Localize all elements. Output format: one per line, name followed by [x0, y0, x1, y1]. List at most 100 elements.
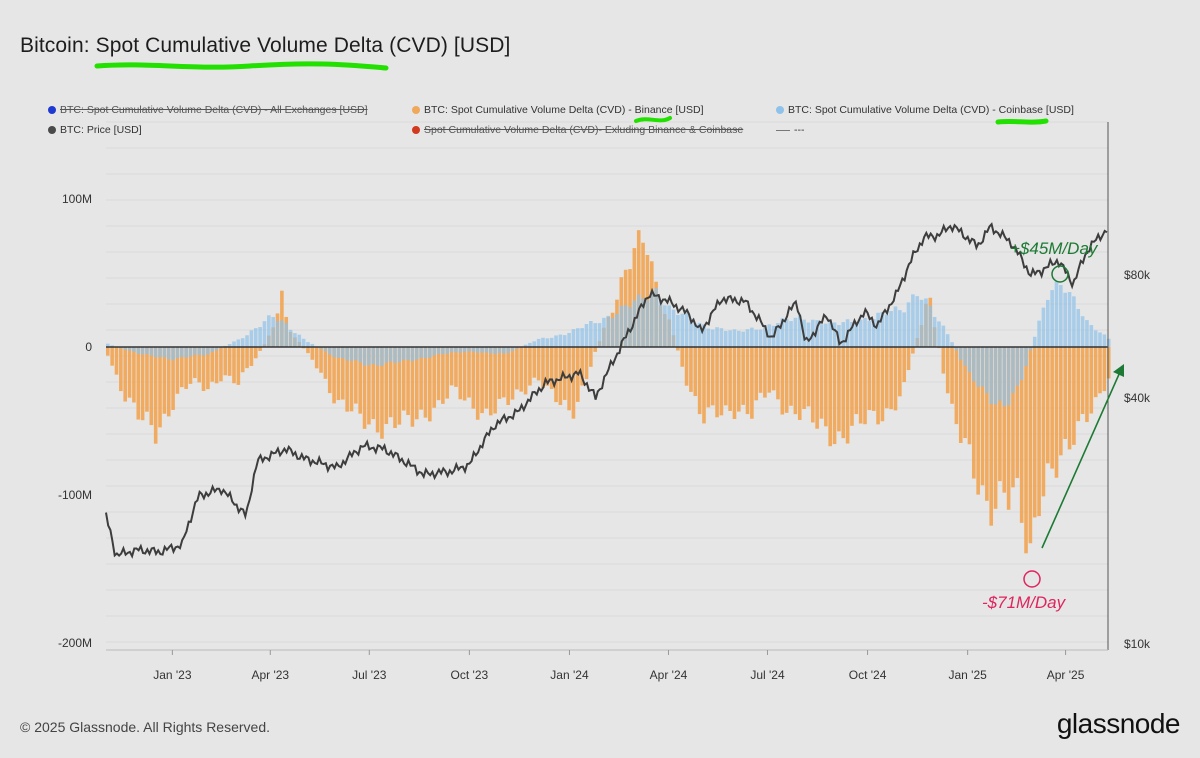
- binance-bar: [680, 347, 685, 367]
- binance-bar: [419, 347, 423, 410]
- coinbase-underline-highlight: [995, 118, 1049, 125]
- legend-item-price[interactable]: BTC: Price [USD]: [48, 124, 142, 136]
- coinbase-bar: [179, 347, 184, 357]
- binance-bar: [950, 347, 954, 404]
- coinbase-bar: [623, 305, 628, 347]
- binance-bar: [732, 347, 737, 420]
- binance-bar: [802, 347, 806, 410]
- coinbase-bar: [554, 335, 558, 347]
- binance-bar: [166, 347, 171, 417]
- coinbase-bar: [423, 347, 428, 359]
- legend-item-dash[interactable]: ---: [776, 124, 805, 136]
- coinbase-bar: [327, 347, 332, 355]
- coinbase-bar: [458, 347, 463, 353]
- binance-bar: [589, 347, 593, 367]
- coinbase-bar: [515, 347, 519, 349]
- legend-dot: [776, 106, 784, 114]
- coinbase-bar: [954, 347, 959, 351]
- binance-bar: [632, 248, 637, 347]
- coinbase-bar: [1054, 280, 1059, 347]
- binance-bar: [358, 347, 363, 414]
- coinbase-bar: [789, 321, 793, 347]
- chart-title: Bitcoin: Spot Cumulative Volume Delta (C…: [20, 34, 511, 57]
- binance-bar: [697, 347, 702, 415]
- coinbase-bar: [201, 347, 206, 356]
- coinbase-bar: [937, 321, 941, 347]
- binance-bar: [824, 347, 828, 427]
- coinbase-bar: [1015, 347, 1020, 386]
- legend-item-coinbase[interactable]: BTC: Spot Cumulative Volume Delta (CVD) …: [776, 104, 1074, 116]
- x-tick-label: Jul '23: [352, 668, 387, 682]
- coinbase-bar: [728, 330, 732, 347]
- legend-dot: [48, 106, 56, 114]
- coinbase-bar: [510, 347, 515, 351]
- binance-bar: [375, 347, 380, 433]
- legend-dot: [412, 106, 420, 114]
- binance-bar: [227, 347, 232, 376]
- coinbase-bar: [175, 347, 180, 359]
- coinbase-bar: [436, 347, 441, 354]
- coinbase-bar: [1037, 320, 1041, 347]
- coinbase-bar: [249, 330, 254, 347]
- coinbase-bar: [414, 347, 419, 360]
- legend-item-excluding[interactable]: Spot Cumulative Volume Delta (CVD)- Exlu…: [412, 124, 743, 136]
- coinbase-bar: [732, 329, 737, 347]
- coinbase-bar: [737, 330, 741, 347]
- binance-bar: [506, 347, 510, 406]
- binance-bar: [149, 347, 154, 426]
- coinbase-bar: [1072, 296, 1076, 347]
- coinbase-bar: [227, 344, 232, 347]
- coinbase-bar: [584, 324, 589, 347]
- binance-bar: [1093, 347, 1098, 398]
- coinbase-bar: [645, 300, 650, 347]
- coinbase-bar: [541, 337, 545, 347]
- binance-bar: [201, 347, 206, 391]
- binance-bar: [240, 347, 245, 373]
- coinbase-bar: [1059, 285, 1063, 347]
- negative-annotation-marker: [1023, 570, 1041, 588]
- legend-item-binance[interactable]: BTC: Spot Cumulative Volume Delta (CVD) …: [412, 104, 704, 116]
- binance-bar: [558, 347, 563, 406]
- binance-bar: [1045, 347, 1050, 464]
- coinbase-bar: [932, 316, 937, 347]
- coinbase-bar: [693, 323, 698, 347]
- binance-bar: [854, 347, 859, 415]
- coinbase-bar: [214, 347, 219, 351]
- coinbase-bar: [401, 347, 406, 360]
- coinbase-bar: [441, 347, 445, 355]
- binance-bar: [206, 347, 210, 390]
- trend-arrow-head: [1113, 364, 1124, 377]
- binance-bar: [480, 347, 484, 414]
- coinbase-bar: [136, 347, 141, 354]
- binance-bar: [780, 347, 785, 415]
- x-tick-label: Jan '24: [550, 668, 589, 682]
- binance-bar: [310, 347, 315, 360]
- coinbase-bar: [258, 327, 262, 347]
- coinbase-bar: [571, 329, 576, 347]
- coinbase-bar: [706, 328, 711, 347]
- coinbase-bar: [123, 347, 128, 350]
- coinbase-bar: [1067, 292, 1072, 347]
- binance-bar: [380, 347, 384, 439]
- binance-bar: [184, 347, 188, 389]
- coinbase-bar: [750, 327, 754, 347]
- binance-bar: [384, 347, 389, 425]
- binance-bar: [715, 347, 719, 418]
- binance-bar: [423, 347, 428, 418]
- y-left-tick-label: 100M: [62, 192, 92, 206]
- coinbase-bar: [236, 339, 241, 347]
- binance-bar: [536, 347, 541, 381]
- coinbase-bar: [536, 338, 541, 347]
- coinbase-bar: [432, 347, 436, 356]
- legend-item-all-exchanges[interactable]: BTC: Spot Cumulative Volume Delta (CVD) …: [48, 104, 368, 116]
- coinbase-bar: [850, 322, 854, 347]
- x-tick-label: Oct '23: [451, 668, 489, 682]
- binance-bar: [127, 347, 132, 398]
- coinbase-bar: [871, 319, 876, 347]
- coinbase-bar: [854, 323, 859, 347]
- binance-bar: [388, 347, 393, 418]
- coinbase-bar: [606, 315, 611, 347]
- binance-bar: [871, 347, 876, 411]
- coinbase-bar: [689, 318, 693, 347]
- binance-bar: [223, 347, 228, 376]
